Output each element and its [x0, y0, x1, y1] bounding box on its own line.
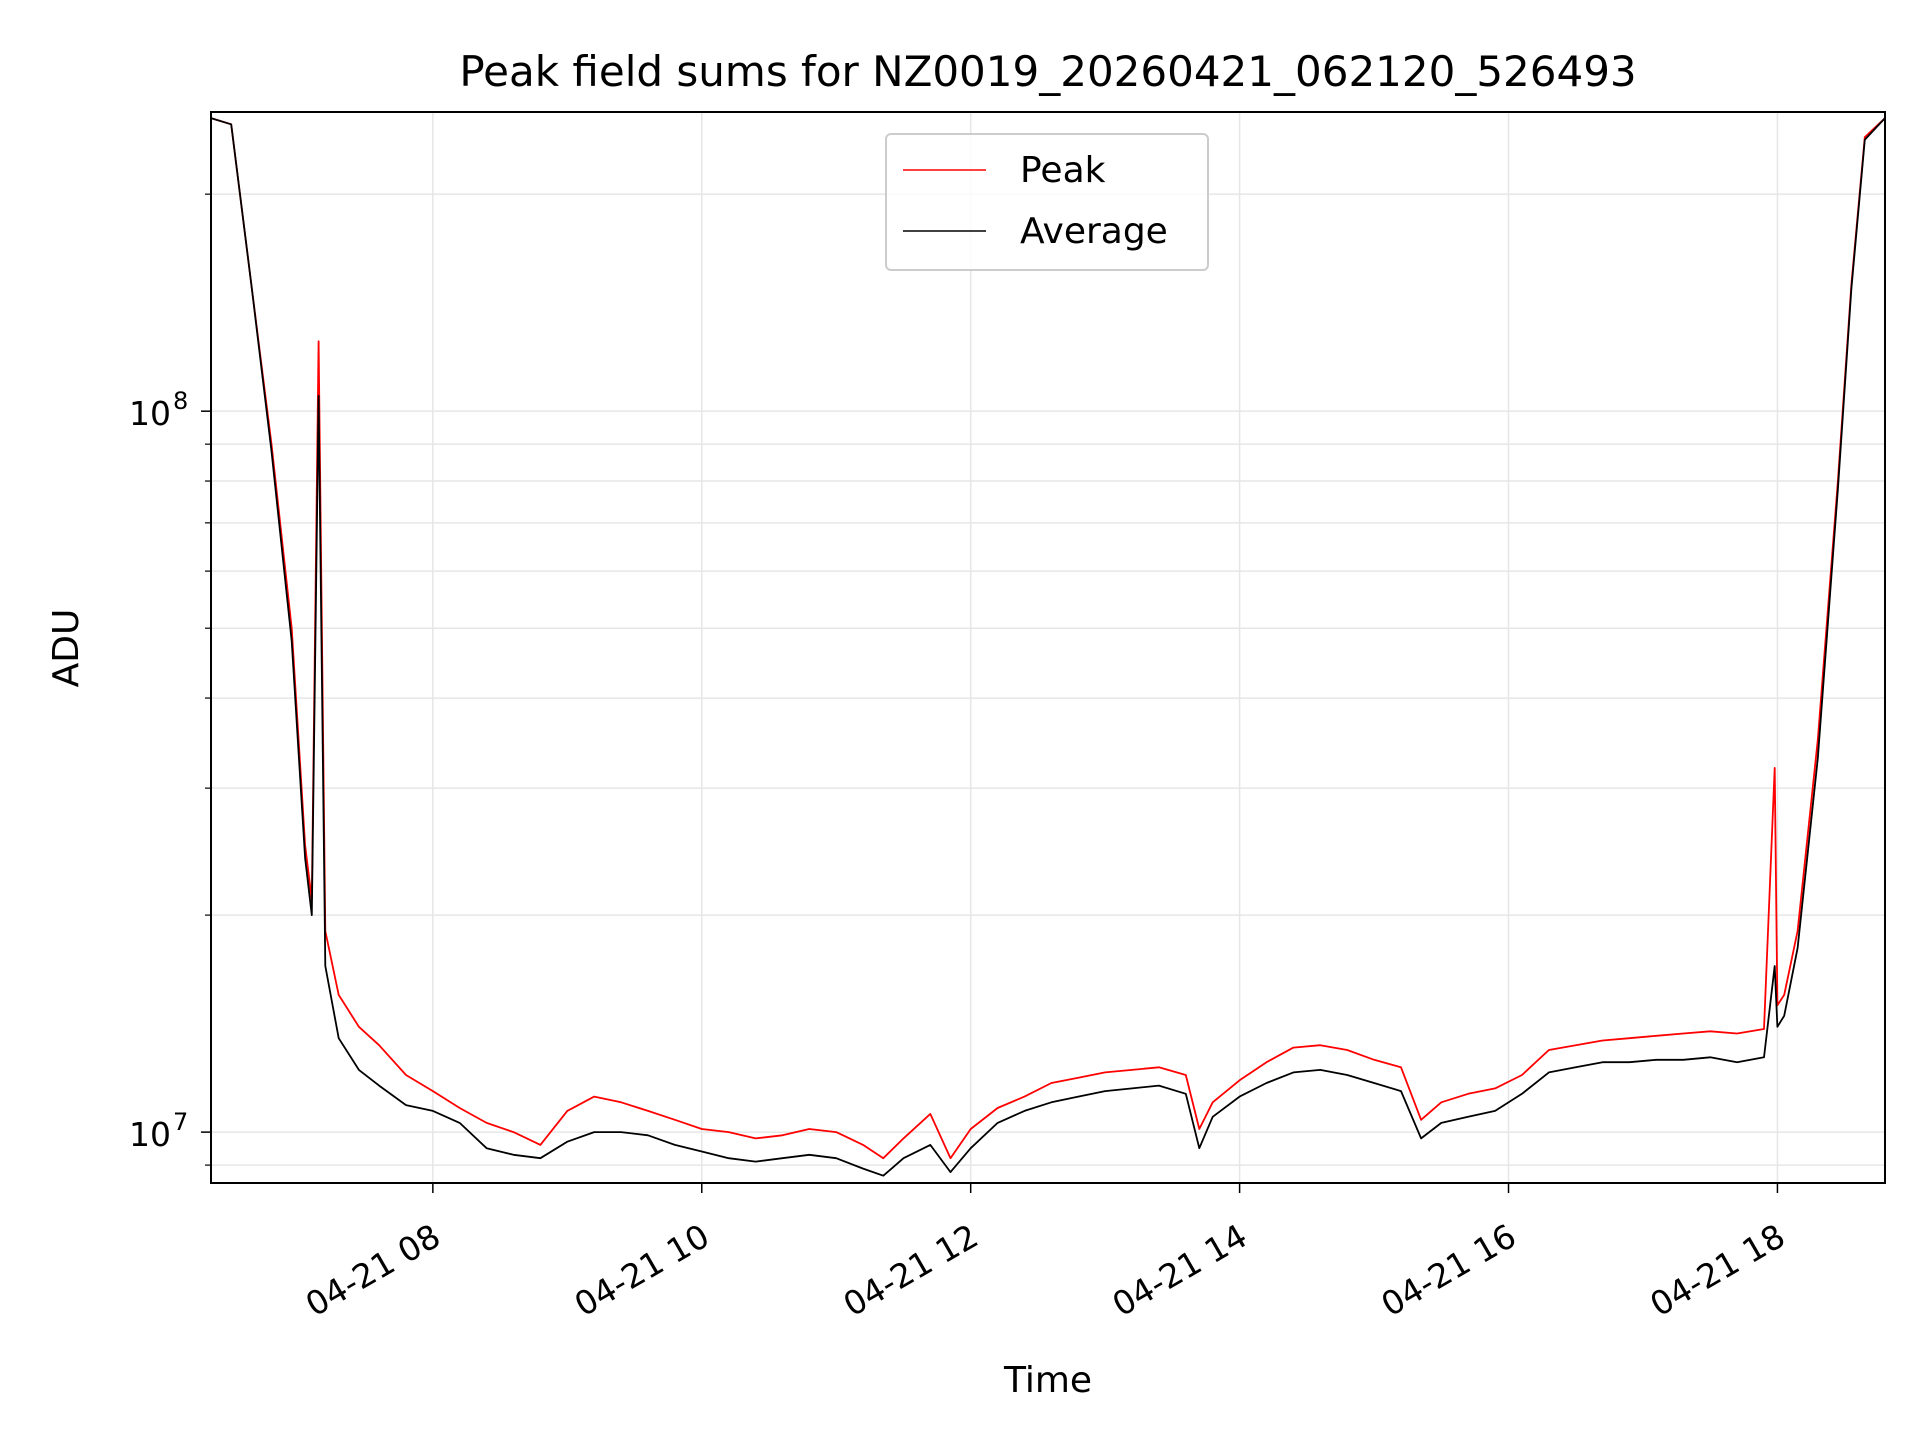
x-axis-label: Time: [1003, 1360, 1092, 1401]
legend-box: [885, 133, 1209, 271]
y-tick-label-exponent: 8: [173, 387, 188, 415]
legend-label-peak: Peak: [1020, 150, 1106, 191]
gridlines: [211, 112, 1885, 1183]
y-tick-label: 10 7: [129, 1108, 188, 1154]
plot-frame: [210, 111, 1886, 1184]
y-tick-label-base: 10: [129, 394, 171, 433]
series-line-average: [210, 117, 1886, 1177]
legend: Peak Average: [885, 133, 1209, 271]
series-line-peak: [210, 117, 1886, 1160]
y-tick-label-base: 10: [129, 1115, 171, 1154]
chart-title: Peak field sums for NZ0019_20260421_0621…: [459, 47, 1636, 96]
plot-area: 04-21 08 04-21 10 04-21 12 04-21 14 04-21 16…: [129, 111, 1886, 1324]
y-tick-label: 10 8: [129, 387, 188, 433]
plot-background: [211, 112, 1885, 1183]
y-axis-label: ADU: [46, 609, 87, 688]
legend-label-average: Average: [1020, 211, 1168, 252]
series-lines: [210, 117, 1886, 1177]
y-tick-label-exponent: 7: [173, 1108, 188, 1136]
